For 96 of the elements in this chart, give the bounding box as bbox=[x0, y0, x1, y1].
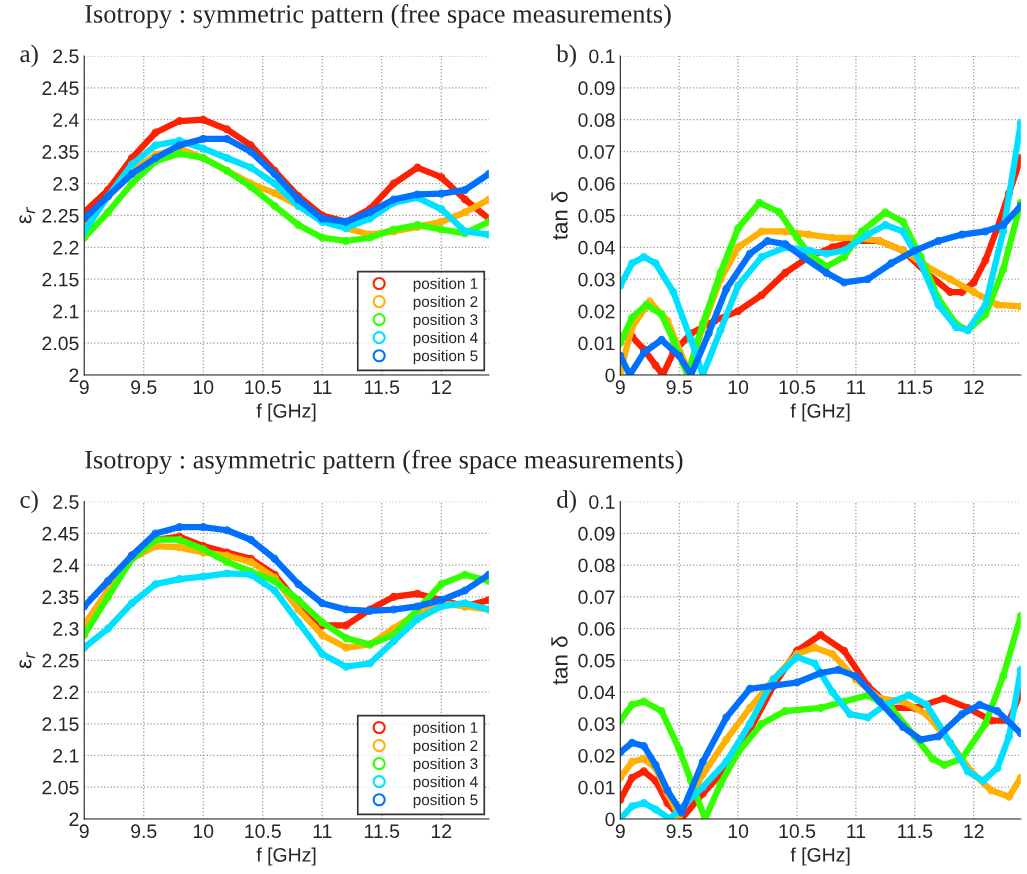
y-tick-label: 0.08 bbox=[578, 558, 615, 573]
y-tick-label: 0.03 bbox=[578, 717, 615, 731]
y-tick-label: 2.2 bbox=[53, 240, 79, 255]
x-tick-label: 9.5 bbox=[666, 380, 692, 395]
x-tick-label: 11.5 bbox=[365, 824, 400, 839]
y-tick-label: 2.4 bbox=[53, 558, 79, 573]
legend-label: position 1 bbox=[413, 277, 478, 293]
text: d) bbox=[557, 490, 576, 514]
legend-label: position 3 bbox=[413, 757, 478, 773]
y-tick-label: 2.05 bbox=[42, 780, 79, 795]
x-tick-label: 10.5 bbox=[245, 380, 281, 395]
y-tick-label: 0.1 bbox=[589, 49, 615, 64]
y-tick-label: 0.07 bbox=[578, 145, 615, 159]
y-tick-label: 2 bbox=[69, 368, 79, 382]
legend-label: position 1 bbox=[413, 721, 478, 736]
y-tick-label: 0.02 bbox=[578, 304, 615, 319]
y-tick-label: 0.01 bbox=[578, 780, 615, 795]
y-tick-label: 2.45 bbox=[42, 81, 79, 96]
x-axis-title: f [GHz] bbox=[790, 403, 850, 422]
text: b) bbox=[556, 44, 576, 68]
legend-label: position 5 bbox=[413, 794, 478, 809]
y-tick-label: 0.1 bbox=[589, 495, 615, 509]
y-tick-label: 2.35 bbox=[42, 590, 79, 605]
x-tick-label: 11 bbox=[313, 380, 332, 394]
x-axis-title: f [GHz] bbox=[256, 847, 316, 866]
x-tick-label: 9.5 bbox=[131, 824, 157, 839]
chart-title: Isotropy : symmetric pattern (free space measurements) bbox=[85, 4, 671, 29]
y-tick-label: 0.05 bbox=[578, 653, 615, 668]
y-tick-label: 0.01 bbox=[578, 336, 615, 351]
y-tick-label: 2.5 bbox=[53, 49, 79, 64]
y-axis-title: tan δ bbox=[551, 191, 568, 240]
x-tick-label: 11 bbox=[847, 824, 866, 838]
x-tick-label: 9 bbox=[79, 824, 89, 839]
x-tick-label: 10.5 bbox=[779, 380, 816, 395]
x-tick-label: 12 bbox=[964, 380, 984, 394]
y-tick-label: 0.04 bbox=[578, 685, 615, 700]
x-tick-label: 10.5 bbox=[245, 824, 281, 839]
x-tick-label: 9.5 bbox=[131, 380, 157, 395]
legend-label: position 2 bbox=[413, 295, 478, 311]
x-tick-label: 11.5 bbox=[365, 380, 400, 395]
y-tick-label: 0.06 bbox=[578, 177, 615, 191]
y-tick-label: 0.08 bbox=[578, 113, 615, 127]
y-tick-label: 0.09 bbox=[578, 526, 615, 541]
x-tick-label: 9.5 bbox=[666, 824, 692, 839]
y-tick-label: 0 bbox=[605, 368, 615, 383]
y-tick-label: 2.2 bbox=[53, 685, 79, 700]
legend-label: position 5 bbox=[413, 350, 478, 365]
y-tick-label: 2.45 bbox=[42, 526, 79, 541]
y-tick-label: 2.3 bbox=[53, 177, 79, 191]
legend-label: position 4 bbox=[413, 331, 478, 347]
legend-label: position 2 bbox=[413, 739, 478, 755]
x-tick-label: 11.5 bbox=[898, 824, 933, 839]
y-axis-title: ε$_{r}$ bbox=[19, 206, 35, 224]
x-tick-label: 11 bbox=[847, 380, 866, 394]
y-tick-label: 0.03 bbox=[578, 272, 615, 287]
x-tick-label: 9 bbox=[615, 380, 625, 395]
y-tick-label: 2.15 bbox=[42, 717, 79, 731]
x-tick-label: 11.5 bbox=[898, 380, 933, 395]
y-tick-label: 0.09 bbox=[578, 81, 615, 96]
x-tick-label: 12 bbox=[964, 824, 984, 838]
y-tick-label: 0.04 bbox=[578, 240, 615, 255]
x-tick-label: 11 bbox=[313, 824, 332, 838]
text: c) bbox=[20, 490, 38, 514]
y-axis-title: ε$_{r}$ bbox=[19, 651, 35, 669]
x-tick-label: 12 bbox=[431, 824, 452, 838]
y-tick-label: 2.05 bbox=[42, 336, 79, 351]
y-tick-label: 2.25 bbox=[42, 653, 79, 668]
x-tick-label: 10.5 bbox=[779, 824, 816, 839]
x-tick-label: 12 bbox=[431, 380, 452, 394]
x-axis-title: f [GHz] bbox=[790, 847, 850, 866]
chart-title: Isotropy : asymmetric pattern (free space measurements) bbox=[85, 449, 683, 475]
legend-label: position 4 bbox=[413, 775, 478, 791]
x-tick-label: 10 bbox=[728, 824, 749, 839]
text: a) bbox=[20, 44, 38, 68]
x-tick-label: 9 bbox=[79, 380, 89, 395]
y-tick-label: 2.3 bbox=[53, 622, 79, 636]
y-tick-label: 0 bbox=[605, 812, 615, 827]
y-tick-label: 2.35 bbox=[42, 145, 79, 159]
x-tick-label: 10 bbox=[193, 824, 214, 839]
y-tick-label: 2.4 bbox=[53, 113, 79, 127]
y-tick-label: 2.5 bbox=[53, 495, 79, 509]
y-tick-label: 0.06 bbox=[578, 622, 615, 636]
y-tick-label: 2.25 bbox=[42, 208, 79, 223]
x-tick-label: 9 bbox=[615, 824, 625, 839]
y-tick-label: 2.1 bbox=[53, 748, 79, 763]
y-tick-label: 2.1 bbox=[53, 304, 79, 319]
y-tick-label: 2.15 bbox=[42, 272, 79, 287]
y-tick-label: 2 bbox=[69, 812, 79, 826]
y-tick-label: 0.02 bbox=[578, 748, 615, 763]
x-tick-label: 10 bbox=[728, 380, 749, 395]
legend-label: position 3 bbox=[413, 313, 478, 329]
y-tick-label: 0.07 bbox=[578, 590, 615, 605]
y-axis-title: tan δ bbox=[551, 636, 568, 685]
x-axis-title: f [GHz] bbox=[256, 403, 316, 422]
y-tick-label: 0.05 bbox=[578, 208, 615, 223]
x-tick-label: 10 bbox=[193, 380, 214, 395]
